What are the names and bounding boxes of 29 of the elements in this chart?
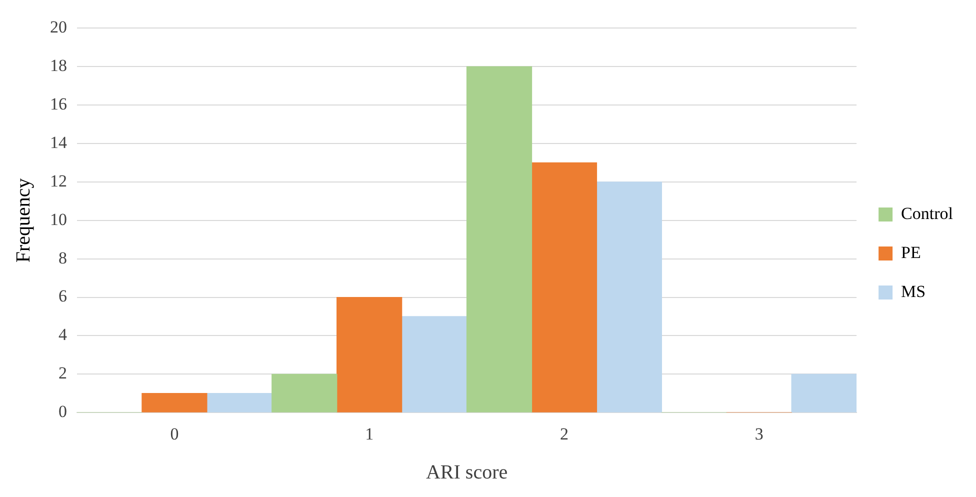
y-tick-label: 12: [50, 171, 67, 190]
y-tick-label: 4: [58, 325, 68, 344]
x-tick-label: 3: [754, 424, 764, 444]
y-tick-label: 14: [50, 132, 68, 152]
bar: [791, 374, 857, 412]
y-tick-label: 2: [58, 364, 67, 383]
x-tick-label: 1: [365, 424, 374, 444]
y-tick-label: 20: [50, 18, 67, 37]
bar: [272, 374, 338, 412]
y-tick-label: 6: [58, 286, 67, 306]
y-tick-label: 8: [58, 248, 67, 268]
y-tick-label: 10: [50, 210, 67, 229]
legend-label: Control: [901, 204, 954, 223]
bar: [531, 162, 598, 412]
x-tick-label: 0: [170, 424, 179, 444]
y-tick-label: 16: [50, 94, 67, 114]
bar: [206, 393, 272, 412]
bar: [466, 66, 532, 412]
y-tick-label: 0: [58, 402, 67, 422]
legend-label: PE: [901, 242, 921, 262]
bar: [401, 316, 468, 412]
legend-label: MS: [901, 282, 926, 301]
bar: [596, 182, 662, 412]
x-tick-label: 2: [560, 424, 568, 444]
y-tick-label: 18: [50, 56, 67, 76]
bar: [336, 296, 402, 412]
x-axis-title: ARI score: [426, 461, 508, 484]
bar: [142, 393, 208, 412]
y-axis-title: Frequency: [12, 178, 34, 263]
